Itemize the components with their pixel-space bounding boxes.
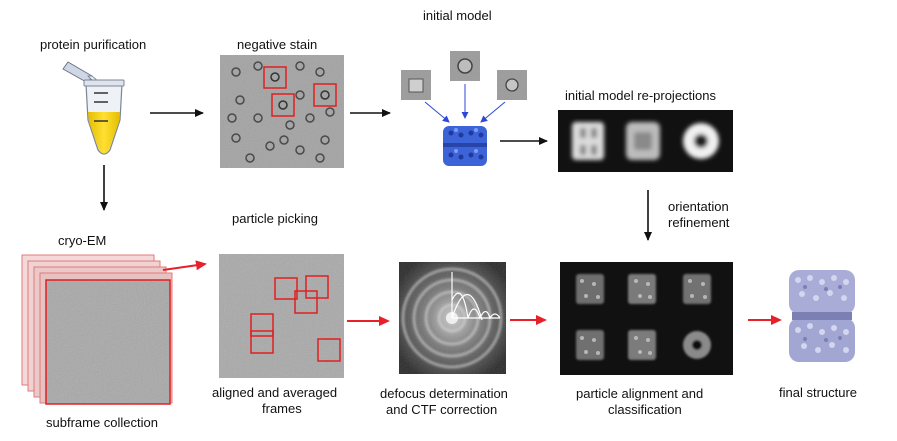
label-particle-alignment: particle alignment and: [576, 386, 704, 401]
label-initial-model: initial model: [423, 8, 492, 23]
initial-model-arrows: [424, 84, 506, 123]
label-ctf-correction: and CTF correction: [386, 402, 498, 417]
label-final-structure: final structure: [779, 385, 858, 400]
arrow-stack-to-picking: [162, 260, 207, 271]
label-particle-picking: particle picking: [232, 211, 318, 226]
ctf-power-spectrum: [399, 262, 506, 374]
negative-stain-micrograph: [220, 55, 344, 168]
black-arrows: [100, 109, 652, 241]
label-initial-model-reprojections: initial model re-projections: [565, 88, 717, 103]
aligned-frames-micrograph: [219, 254, 344, 378]
red-arrows: [162, 260, 782, 326]
label-refinement: refinement: [668, 215, 730, 230]
subframe-stack: [21, 254, 173, 405]
label-cryo-em: cryo-EM: [58, 233, 107, 248]
label-negative-stain: negative stain: [237, 37, 318, 52]
final-structure-model: [789, 270, 855, 362]
label-frames: frames: [262, 401, 302, 416]
reprojections-panel: [558, 110, 733, 172]
label-protein-purification: protein purification: [40, 37, 147, 52]
label-subframe-collection: subframe collection: [46, 415, 158, 430]
label-classification: classification: [608, 402, 682, 417]
class-averages-panel: [560, 262, 733, 375]
label-defocus-determination: defocus determination: [380, 386, 508, 401]
label-aligned-averaged: aligned and averaged: [212, 385, 338, 400]
initial-model-3d: [443, 126, 487, 166]
label-orientation: orientation: [668, 199, 729, 214]
test-tube-icon: [83, 79, 125, 155]
initial-model-class-averages: [401, 51, 527, 100]
